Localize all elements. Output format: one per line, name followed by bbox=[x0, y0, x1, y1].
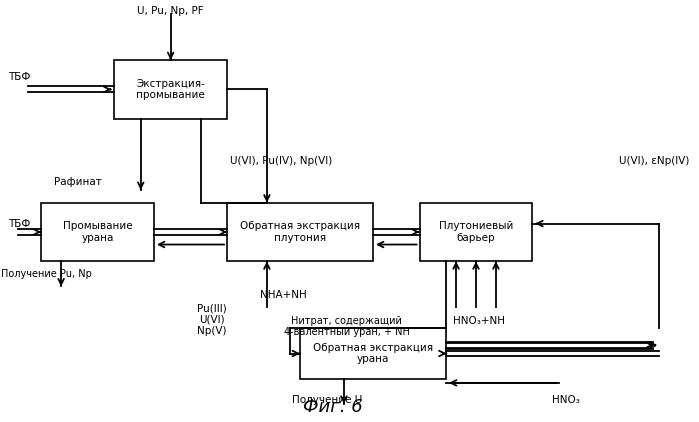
Text: U, Pu, Np, PF: U, Pu, Np, PF bbox=[137, 5, 204, 16]
Text: U(VI), Pu(IV), Np(VI): U(VI), Pu(IV), Np(VI) bbox=[231, 156, 333, 166]
Text: Получение Pu, Np: Получение Pu, Np bbox=[1, 269, 92, 279]
Text: Pu(III)
U(VI)
Np(V): Pu(III) U(VI) Np(V) bbox=[197, 303, 227, 336]
FancyBboxPatch shape bbox=[114, 60, 227, 119]
Text: Промывание
урана: Промывание урана bbox=[63, 221, 132, 243]
Text: NHA+NH: NHA+NH bbox=[260, 290, 307, 300]
Text: U(VI), εNp(IV): U(VI), εNp(IV) bbox=[619, 156, 689, 166]
Text: Плутониевый
барьер: Плутониевый барьер bbox=[439, 221, 513, 243]
Text: ТБФ: ТБФ bbox=[8, 219, 30, 229]
FancyBboxPatch shape bbox=[227, 203, 373, 261]
Text: Нитрат, содержащий
4-валентный уран, + NH: Нитрат, содержащий 4-валентный уран, + N… bbox=[284, 316, 410, 338]
Text: Получение U: Получение U bbox=[291, 395, 362, 405]
Text: HNO₃: HNO₃ bbox=[552, 395, 579, 405]
Text: Экстракция-
промывание: Экстракция- промывание bbox=[136, 78, 205, 100]
Text: Фиг. 6: Фиг. 6 bbox=[303, 398, 363, 417]
FancyBboxPatch shape bbox=[419, 203, 533, 261]
Text: Обратная экстракция
плутония: Обратная экстракция плутония bbox=[240, 221, 360, 243]
FancyBboxPatch shape bbox=[41, 203, 154, 261]
Text: ТБФ: ТБФ bbox=[8, 72, 30, 82]
Text: Рафинат: Рафинат bbox=[55, 177, 102, 187]
FancyBboxPatch shape bbox=[300, 328, 446, 379]
Text: HNO₃+NH: HNO₃+NH bbox=[454, 316, 505, 326]
Text: Обратная экстракция
урана: Обратная экстракция урана bbox=[313, 343, 433, 364]
